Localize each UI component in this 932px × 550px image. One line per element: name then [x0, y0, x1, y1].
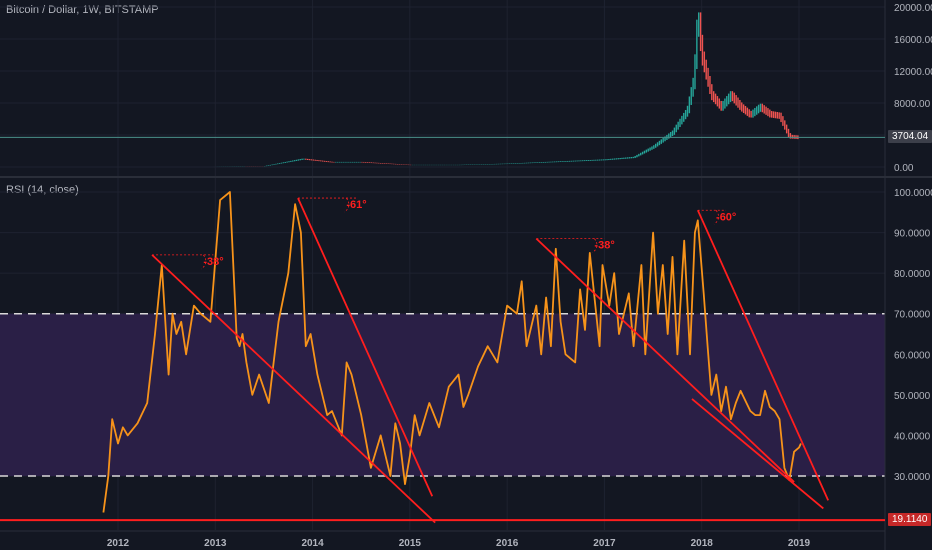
trend-line: [691, 398, 824, 510]
y-tick-label: 100.0000: [894, 188, 932, 199]
angle-arc: [713, 210, 719, 225]
x-tick-label: 2019: [788, 538, 811, 549]
angle-arc: [201, 254, 207, 270]
rsi-indicator-title[interactable]: RSI (14, close): [6, 184, 79, 196]
x-tick-label: 2017: [593, 538, 616, 549]
x-tick-label: 2018: [691, 538, 714, 549]
trend-line: [535, 238, 795, 483]
trend-line: [297, 197, 434, 497]
angle-arc: [344, 197, 350, 213]
y-tick-label: 50.0000: [894, 391, 931, 402]
y-tick-label: 60.0000: [894, 350, 931, 361]
price-series: [0, 12, 885, 167]
angle-label: -61°: [346, 199, 366, 211]
rsi-series: [0, 191, 885, 522]
y-tick-label: 90.0000: [894, 229, 931, 240]
y-tick-label: 8000.00: [894, 99, 931, 110]
y-tick-label: 16000.00: [894, 35, 932, 46]
rsi-line: [102, 191, 802, 513]
x-tick-label: 2013: [204, 538, 227, 549]
trend-line: [697, 209, 830, 501]
x-tick-label: 2015: [399, 538, 422, 549]
x-tick-label: 2016: [496, 538, 519, 549]
trend-line: [151, 254, 436, 524]
y-tick-label: 30.0000: [894, 472, 931, 483]
angle-label: -60°: [716, 211, 736, 223]
angle-label: -38°: [594, 240, 614, 252]
y-tick-label: 0.00: [894, 163, 914, 174]
y-tick-label: 70.0000: [894, 310, 931, 321]
trend-lines: [151, 197, 830, 524]
angle-annotations: -38° -61° -38° -60°: [152, 197, 736, 270]
x-tick-label: 2014: [301, 538, 324, 549]
rsi-level-badge: 19.1140: [888, 513, 932, 526]
y-tick-label: 80.0000: [894, 269, 931, 280]
rsi-band-fill: [0, 313, 885, 476]
y-tick-label: 20000.00: [894, 3, 932, 14]
last-price-badge: 3704.04: [888, 130, 932, 143]
angle-label: -38°: [203, 256, 223, 268]
y-tick-label: 12000.00: [894, 67, 932, 78]
y-tick-label: 40.0000: [894, 431, 931, 442]
x-tick-label: 2012: [107, 538, 130, 549]
angle-arc: [592, 238, 598, 253]
rsi-band: [0, 312, 885, 477]
